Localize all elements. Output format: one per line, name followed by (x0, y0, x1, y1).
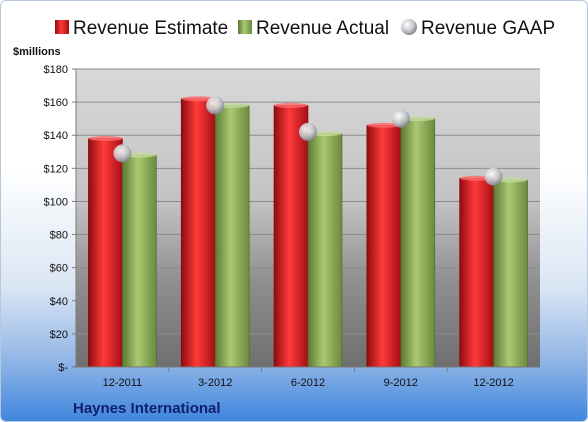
x-tick-label: 12-2012 (473, 377, 513, 389)
bar-revenue-actual-6-2012 (307, 133, 343, 368)
legend-swatch-revenue-actual (238, 20, 252, 34)
legend-swatch-revenue-estimate (55, 20, 69, 34)
bar-revenue-actual-12-2011 (122, 154, 157, 368)
y-axis-unit-label: $millions (13, 46, 61, 58)
legend-label-revenue-gaap: Revenue GAAP (421, 18, 555, 39)
bar-top-revenue-estimate-3-2012 (181, 96, 216, 102)
bar-top-revenue-estimate-9-2012 (366, 122, 401, 128)
y-tick-label: $100 (44, 196, 68, 208)
bar-top-revenue-estimate-6-2012 (274, 102, 308, 108)
y-tick-label: $20 (50, 329, 68, 341)
y-tick-label: $120 (44, 163, 68, 175)
bar-top-revenue-estimate-12-2011 (88, 136, 123, 142)
marker-revenue-gaap-12-2011 (113, 144, 132, 163)
legend-swatch-revenue-gaap (401, 19, 417, 35)
marker-revenue-gaap-9-2012 (391, 109, 410, 128)
bar-revenue-actual-3-2012 (214, 105, 250, 368)
bars (88, 96, 528, 368)
marker-revenue-gaap-3-2012 (206, 96, 225, 115)
x-axis-ticks: 12-2011 3-2012 6-2012 9-2012 12-2012 (103, 367, 514, 389)
y-tick-label: $80 (50, 230, 68, 242)
y-tick-label: $180 (44, 64, 68, 76)
y-axis-ticks: $- $20 $40 $60 $80 $100 $120 $140 $160 $180 (44, 64, 76, 374)
company-name: Haynes International (73, 400, 221, 417)
legend-label-revenue-estimate: Revenue Estimate (73, 18, 228, 39)
bar-revenue-actual-12-2012 (493, 179, 528, 368)
bar-revenue-actual-9-2012 (400, 118, 436, 368)
x-tick-label: 3-2012 (198, 377, 232, 389)
gaap-markers (113, 96, 503, 186)
legend: Revenue Estimate Revenue Actual Revenue … (55, 18, 555, 39)
bar-revenue-estimate-9-2012 (366, 124, 402, 368)
legend-item-revenue-gaap: Revenue GAAP (401, 18, 555, 39)
x-tick-label: 6-2012 (291, 377, 325, 389)
y-tick-label: $140 (44, 130, 68, 142)
bar-revenue-estimate-12-2012 (459, 177, 494, 368)
marker-revenue-gaap-12-2012 (484, 167, 503, 186)
bar-revenue-estimate-12-2011 (88, 138, 123, 368)
bar-revenue-estimate-6-2012 (273, 105, 309, 368)
marker-revenue-gaap-6-2012 (299, 122, 317, 141)
y-tick-label: $60 (50, 263, 68, 275)
y-tick-label: $160 (44, 97, 68, 109)
x-tick-label: 12-2011 (103, 377, 143, 389)
y-tick-label: $40 (50, 296, 68, 308)
legend-label-revenue-actual: Revenue Actual (256, 18, 389, 39)
bar-revenue-estimate-3-2012 (180, 98, 216, 368)
legend-item-revenue-actual: Revenue Actual (238, 18, 389, 39)
y-tick-label: $- (58, 362, 68, 374)
legend-item-revenue-estimate: Revenue Estimate (55, 18, 228, 39)
x-tick-label: 9-2012 (384, 377, 418, 389)
